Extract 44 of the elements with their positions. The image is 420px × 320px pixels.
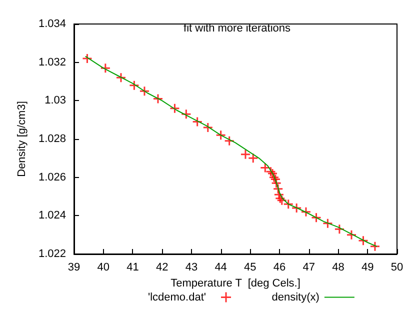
y-tick-label: 1.022 [38, 248, 66, 260]
x-tick-label: 42 [156, 262, 168, 274]
x-axis-title: Temperature T [deg Cels.] [170, 278, 300, 290]
point [128, 80, 140, 91]
legend-label: 'lcdemo.dat' [148, 291, 206, 304]
point [100, 62, 111, 74]
point [334, 224, 345, 234]
point [291, 202, 302, 214]
y-axis-title: Density [g/cm3] [16, 101, 28, 177]
point [311, 212, 322, 223]
point [82, 53, 92, 64]
y-tick-label: 1.032 [38, 56, 66, 68]
point [152, 94, 164, 104]
x-tick-label: 43 [185, 262, 198, 274]
point [169, 103, 180, 114]
y-tick-label: 1.026 [38, 171, 66, 184]
x-tick-label: 46 [273, 262, 286, 274]
point [202, 122, 214, 133]
point [216, 130, 226, 140]
point [370, 241, 380, 252]
x-tick-label: 48 [332, 262, 344, 274]
x-tick-label: 40 [97, 262, 110, 274]
y-tick-label: 1.024 [38, 210, 66, 222]
y-tick-label: 1.028 [38, 133, 66, 145]
point [180, 108, 192, 120]
point [224, 136, 235, 146]
x-tick-label: 47 [302, 262, 316, 274]
point [358, 235, 368, 246]
point [300, 206, 312, 218]
x-tick-label: 41 [126, 262, 139, 274]
line-series [85, 56, 377, 247]
y-tick-label: 1.03 [44, 94, 66, 107]
x-tick-label: 39 [68, 262, 80, 274]
point [192, 116, 203, 127]
point [322, 218, 333, 229]
point [116, 72, 126, 83]
x-tick-label: 50 [390, 262, 404, 274]
point [139, 86, 150, 96]
point [346, 230, 357, 240]
x-tick-label: 44 [214, 262, 227, 274]
y-tick-label: 1.034 [38, 18, 66, 30]
x-tick-label: 49 [362, 262, 374, 274]
x-tick-label: 45 [244, 262, 256, 274]
legend-label: density(x) [272, 291, 320, 304]
